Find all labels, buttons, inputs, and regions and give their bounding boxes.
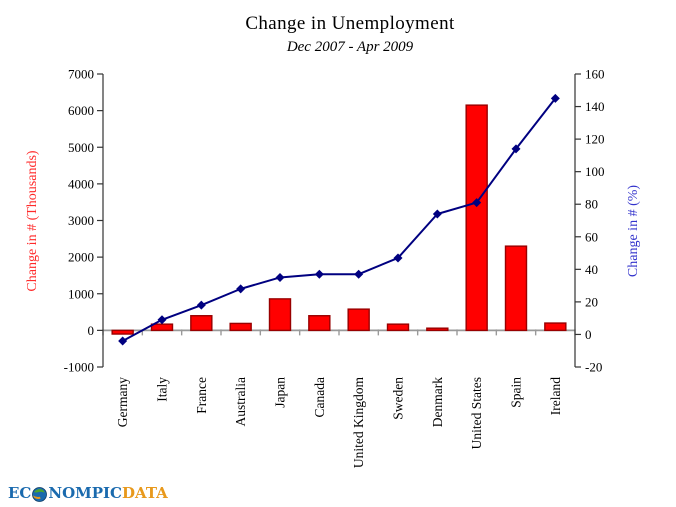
line-marker-diamond bbox=[314, 269, 324, 279]
line-marker-diamond bbox=[472, 198, 482, 208]
line-marker-diamond bbox=[550, 93, 560, 103]
right-axis-tick-label: 160 bbox=[585, 67, 605, 82]
category-label: Sweden bbox=[391, 377, 406, 420]
line-marker-diamond bbox=[432, 209, 442, 219]
right-axis: -20 0 20 40 60 80 100 120 140 160 bbox=[574, 67, 605, 375]
category-label: Australia bbox=[233, 377, 248, 427]
logo: EC NOMPIC DATA bbox=[8, 484, 168, 502]
right-axis-tick-label: 20 bbox=[585, 294, 598, 309]
left-axis-tick-label: 3000 bbox=[68, 213, 94, 228]
category-label: Italy bbox=[155, 377, 170, 402]
line-series bbox=[118, 93, 560, 346]
right-axis-tick-label: 100 bbox=[585, 164, 605, 179]
line-marker-diamond bbox=[236, 284, 246, 294]
bar-series bbox=[111, 104, 567, 335]
category-label: Denmark bbox=[430, 377, 445, 427]
bar bbox=[465, 104, 488, 332]
line-marker-diamond bbox=[275, 272, 285, 282]
globe-icon bbox=[32, 486, 48, 502]
logo-text-middle: NOMPIC bbox=[48, 484, 122, 502]
bar bbox=[268, 298, 292, 332]
left-axis: -1000 0 1000 2000 3000 4000 5000 6000 7000 bbox=[64, 67, 104, 375]
bar bbox=[190, 315, 213, 332]
right-axis-tick-label: 120 bbox=[585, 132, 605, 147]
category-label: Germany bbox=[115, 377, 130, 427]
right-axis-tick-label: -20 bbox=[585, 360, 602, 375]
left-axis-tick-label: 4000 bbox=[68, 176, 94, 191]
category-label: France bbox=[194, 377, 209, 414]
left-axis-tick-label: -1000 bbox=[64, 360, 94, 375]
right-axis-tick-label: 140 bbox=[585, 99, 605, 114]
category-label: Ireland bbox=[548, 377, 563, 415]
bar bbox=[229, 322, 252, 332]
line-marker-diamond bbox=[157, 315, 167, 325]
right-axis-tick-label: 60 bbox=[585, 229, 598, 244]
category-label: Canada bbox=[312, 377, 327, 417]
left-axis-tick-label: 2000 bbox=[68, 250, 94, 265]
bar bbox=[111, 329, 134, 335]
line-marker-diamond bbox=[196, 300, 206, 310]
line-marker-diamond bbox=[118, 336, 128, 346]
category-label: Japan bbox=[273, 377, 288, 408]
right-axis-tick-label: 80 bbox=[585, 197, 598, 212]
bar bbox=[308, 315, 331, 332]
bar bbox=[150, 323, 174, 332]
line-marker-diamond bbox=[354, 269, 364, 279]
category-axis bbox=[102, 329, 576, 336]
logo-text-suffix: DATA bbox=[122, 484, 168, 502]
right-axis-tick-label: 0 bbox=[585, 327, 592, 342]
bar bbox=[386, 323, 410, 332]
left-axis-tick-label: 0 bbox=[88, 323, 95, 338]
category-labels: Germany Italy France Australia Japan Canada Un… bbox=[115, 377, 563, 469]
category-label: Spain bbox=[509, 377, 524, 408]
left-axis-tick-label: 1000 bbox=[68, 286, 94, 301]
line-marker-diamond bbox=[511, 144, 521, 154]
line-marker-diamond bbox=[393, 253, 403, 263]
category-label: United States bbox=[469, 377, 484, 449]
chart-title: Change in Unemployment bbox=[245, 13, 455, 34]
right-axis-tick-label: 40 bbox=[585, 262, 598, 277]
left-axis-tick-label: 7000 bbox=[68, 67, 94, 82]
left-axis-tick-label: 5000 bbox=[68, 140, 94, 155]
left-axis-tick-label: 6000 bbox=[68, 103, 94, 118]
bar bbox=[426, 327, 449, 332]
category-label: United Kingdom bbox=[351, 377, 366, 469]
bar bbox=[504, 245, 528, 332]
logo-text-prefix: EC bbox=[8, 484, 32, 502]
chart-subtitle: Dec 2007 - Apr 2009 bbox=[286, 39, 414, 55]
bar bbox=[347, 308, 370, 332]
bar bbox=[544, 322, 567, 332]
